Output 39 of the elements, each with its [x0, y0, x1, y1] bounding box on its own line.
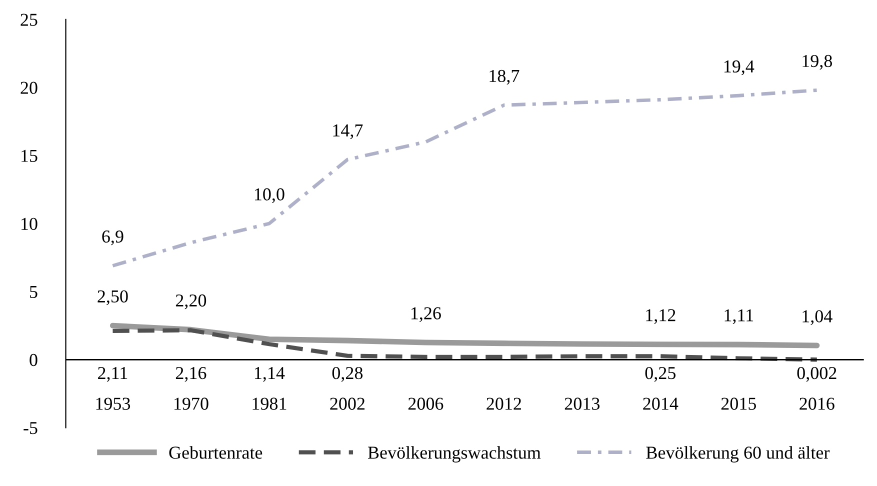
data-label: 1,11: [724, 309, 754, 324]
data-label: 1,26: [411, 307, 441, 322]
data-label: 14,7: [333, 124, 363, 140]
data-label: 2,16: [176, 367, 206, 382]
x-tick-label: 1981: [252, 398, 286, 410]
data-label: 0,25: [645, 366, 676, 382]
legend-label: Bevölkerungswachstum: [368, 446, 541, 463]
data-label: 19,4: [724, 60, 754, 76]
data-label: 19,8: [802, 54, 832, 70]
x-tick-label: 2015: [721, 398, 756, 410]
data-label: 2,50: [98, 290, 128, 306]
data-label: 1,14: [254, 367, 285, 382]
x-tick-label: 1953: [96, 398, 130, 410]
line-series: [110, 328, 819, 362]
x-tick-label: 2002: [330, 398, 365, 410]
x-tick-label: 2014: [643, 398, 678, 410]
data-label: 1,12: [646, 309, 676, 324]
data-label: 6,9: [102, 230, 124, 246]
x-tick-label: 2012: [486, 398, 521, 410]
data-label: 2,11: [98, 367, 128, 382]
data-label: 0,28: [332, 366, 363, 382]
legend-label: Bevölkerung 60 und älter: [646, 446, 830, 463]
y-tick-label: 25: [20, 14, 38, 26]
data-label: 1,04: [802, 310, 832, 325]
y-tick-label: 5: [30, 286, 38, 298]
x-tick-label: 1970: [174, 398, 208, 410]
x-tick-label: 2006: [408, 398, 444, 410]
y-tick-label: 15: [22, 150, 38, 162]
data-label: 10,0: [254, 188, 284, 204]
x-tick-label: 2016: [800, 398, 834, 410]
y-tick-label: -5: [24, 422, 38, 434]
data-label: 2,20: [176, 294, 206, 310]
y-tick-label: 0: [30, 354, 38, 366]
y-tick-label: 20: [20, 82, 38, 94]
data-label: 18,7: [490, 70, 520, 85]
y-tick-label: 10: [22, 218, 38, 230]
legend-label: Geburtenrate: [169, 446, 262, 459]
x-tick-label: 2013: [564, 398, 600, 410]
data-label: 0,002: [797, 366, 836, 382]
